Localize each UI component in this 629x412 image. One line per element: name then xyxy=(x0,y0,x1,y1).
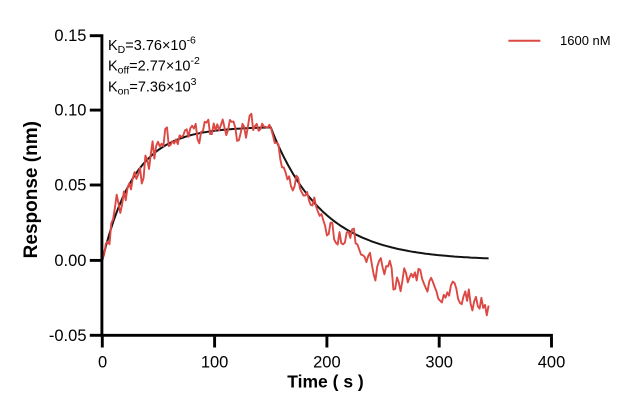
svg-text:300: 300 xyxy=(425,353,453,371)
svg-text:Response (nm): Response (nm) xyxy=(21,121,42,258)
svg-text:0.15: 0.15 xyxy=(54,27,86,45)
svg-text:100: 100 xyxy=(201,353,229,371)
svg-text:1600 nM: 1600 nM xyxy=(560,33,611,48)
svg-text:0: 0 xyxy=(98,353,107,371)
svg-text:KD=3.76×10-6: KD=3.76×10-6 xyxy=(108,35,196,57)
svg-text:0.05: 0.05 xyxy=(54,177,86,195)
svg-text:-0.05: -0.05 xyxy=(49,327,87,345)
svg-text:Time ( s ): Time ( s ) xyxy=(287,372,364,392)
svg-text:0.10: 0.10 xyxy=(54,102,86,120)
svg-text:Kon=7.36×103: Kon=7.36×103 xyxy=(108,76,197,98)
svg-text:0.00: 0.00 xyxy=(54,252,86,270)
svg-text:400: 400 xyxy=(538,353,566,371)
svg-text:Koff=2.77×10-2: Koff=2.77×10-2 xyxy=(108,55,200,77)
svg-text:200: 200 xyxy=(313,353,341,371)
